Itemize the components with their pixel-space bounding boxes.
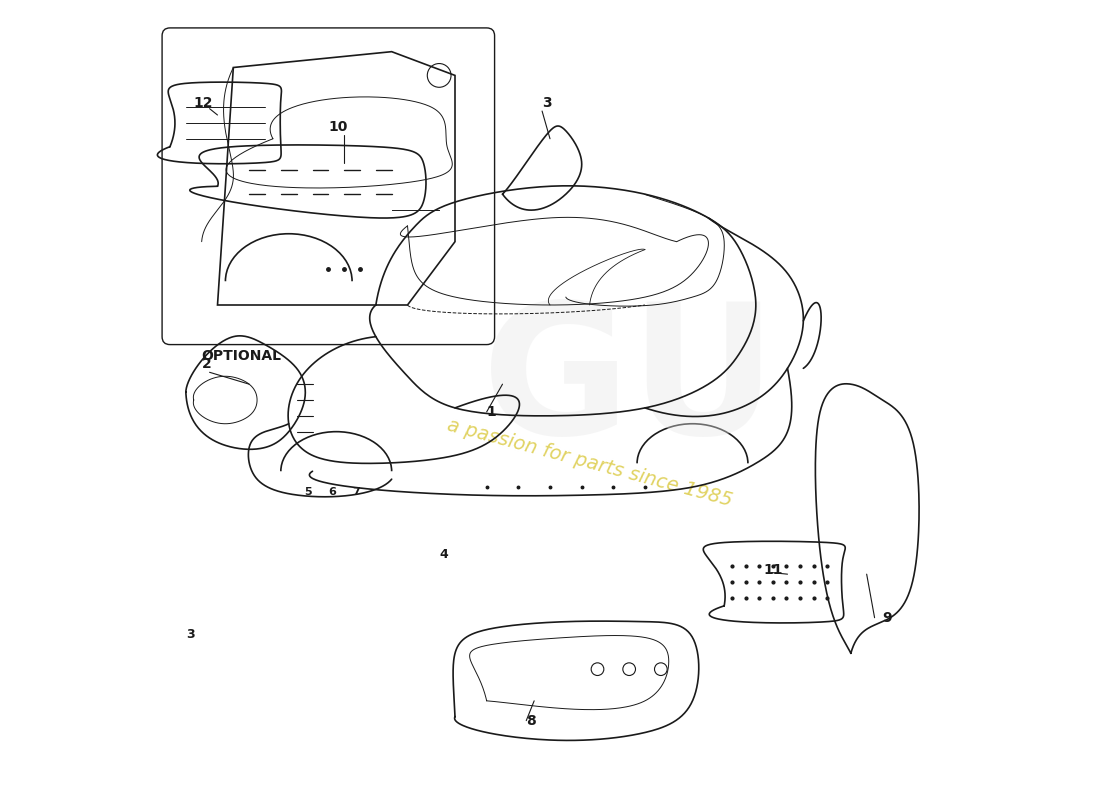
Text: 3: 3 [186,627,195,641]
Text: 10: 10 [328,120,348,134]
Text: a passion for parts since 1985: a passion for parts since 1985 [444,416,735,510]
Text: 6: 6 [328,487,337,497]
Text: 9: 9 [882,610,892,625]
Text: 8: 8 [526,714,536,727]
Text: 3: 3 [542,96,552,110]
Text: 1: 1 [486,405,496,419]
FancyBboxPatch shape [162,28,495,345]
Text: 11: 11 [763,563,783,577]
Text: 12: 12 [194,96,213,110]
Text: 2: 2 [201,358,211,371]
Text: OPTIONAL: OPTIONAL [201,349,282,362]
Text: 7: 7 [352,487,360,497]
Text: 5: 5 [305,487,312,497]
Text: GU: GU [482,296,777,472]
Text: 4: 4 [439,548,448,562]
